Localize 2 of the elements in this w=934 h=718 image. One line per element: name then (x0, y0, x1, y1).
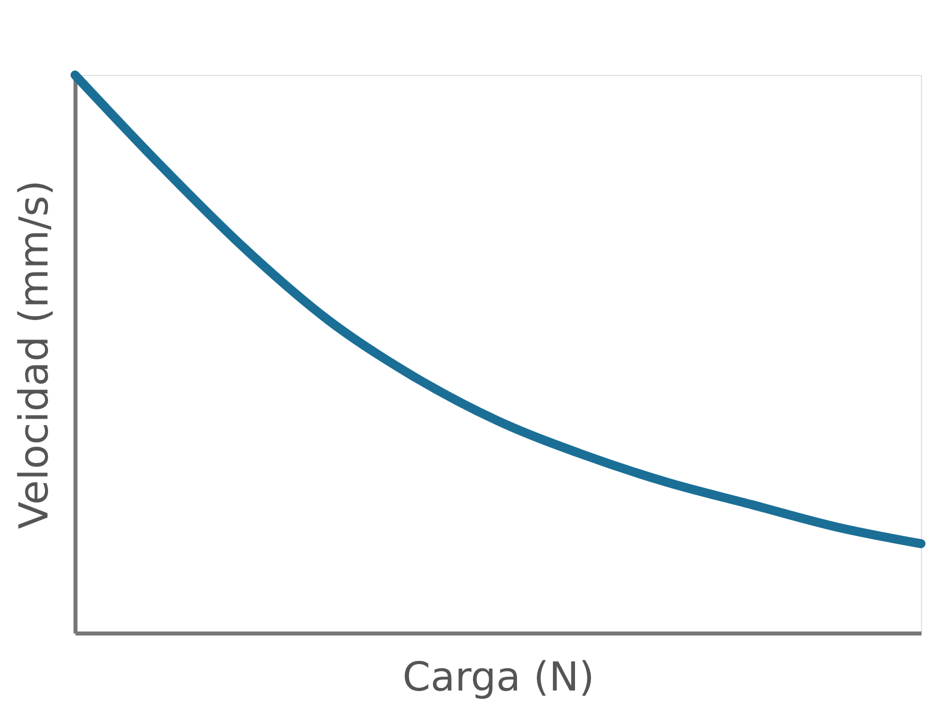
y-axis-title: Velocidad (mm/s) (12, 180, 58, 530)
x-axis-title: Carga (N) (402, 654, 594, 700)
